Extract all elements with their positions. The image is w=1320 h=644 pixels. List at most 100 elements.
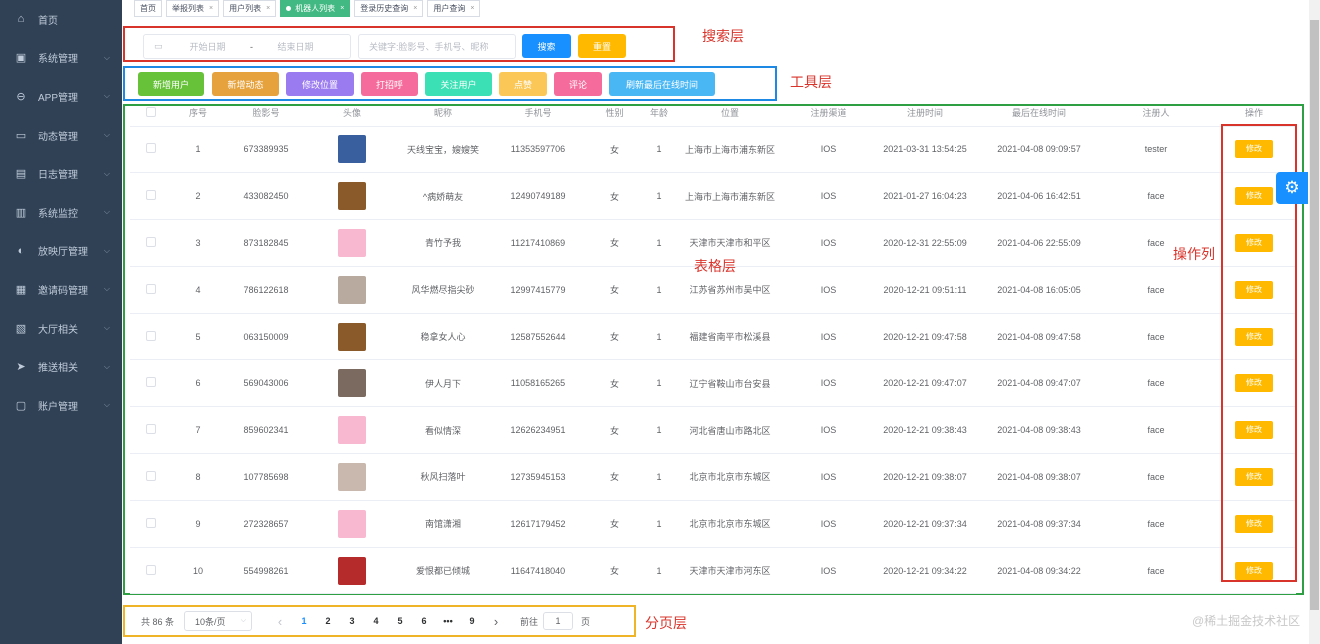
table-cell: 1	[643, 406, 675, 455]
edit-button[interactable]: 修改	[1235, 140, 1273, 159]
sidebar-item[interactable]: ➤ 推送相关 ⌵	[0, 347, 122, 386]
page-number[interactable]: •••	[443, 616, 453, 626]
close-icon[interactable]: ×	[470, 5, 475, 12]
sidebar-item[interactable]: ◐ 放映厅管理 ⌵	[0, 232, 122, 271]
edit-button[interactable]: 修改	[1235, 280, 1273, 299]
sidebar-item[interactable]: ▣ 系统管理 ⌵	[0, 39, 122, 78]
row-select	[130, 266, 172, 314]
edit-button[interactable]: 修改	[1235, 374, 1273, 393]
select-all-checkbox[interactable]	[146, 106, 156, 117]
edit-button[interactable]: 修改	[1235, 421, 1273, 440]
column-header: 性别	[586, 100, 643, 127]
column-header: 头像	[308, 100, 396, 127]
table-cell: 8	[172, 453, 224, 501]
keyword-input[interactable]: 关键字:脸影号、手机号、昵称	[358, 34, 516, 59]
settings-gear-button[interactable]: ⚙	[1276, 172, 1308, 204]
toolbar-button[interactable]: 打招呼	[361, 72, 418, 96]
home-icon: ⌂	[17, 13, 25, 26]
row-checkbox[interactable]	[146, 190, 156, 201]
goto-page-input[interactable]: 1	[543, 612, 574, 630]
edit-button[interactable]: 修改	[1235, 327, 1273, 346]
close-icon[interactable]: ×	[413, 5, 418, 12]
sidebar-item[interactable]: ⌂ 首页	[0, 0, 122, 39]
toolbar-button[interactable]: 新增动态	[212, 72, 279, 96]
edit-button[interactable]: 修改	[1235, 467, 1273, 486]
sidebar-item[interactable]: ▧ 大厅相关 ⌵	[0, 309, 122, 348]
close-icon[interactable]: ×	[266, 5, 271, 12]
total-count: 共 86 条	[141, 616, 175, 627]
page-number[interactable]: 9	[469, 616, 475, 626]
row-checkbox[interactable]	[146, 377, 156, 388]
page-number[interactable]: 3	[349, 616, 355, 626]
row-checkbox[interactable]	[146, 424, 156, 435]
reset-button[interactable]: 重置	[578, 34, 626, 58]
sidebar-item-label: 邀请码管理	[38, 285, 88, 297]
page-number[interactable]: 5	[397, 616, 403, 626]
avatar-cell	[308, 406, 396, 455]
table-cell: 10	[172, 547, 224, 595]
tab-tag[interactable]: 首页	[134, 0, 162, 17]
row-checkbox[interactable]	[146, 283, 156, 294]
prev-page-button[interactable]: ‹	[277, 613, 283, 629]
toolbar-button[interactable]: 评论	[554, 72, 602, 96]
tab-tag[interactable]: 登录历史查询 ×	[354, 0, 424, 17]
close-icon[interactable]: ×	[209, 5, 214, 12]
edit-button[interactable]: 修改	[1235, 514, 1273, 533]
sidebar-item[interactable]: ▥ 系统监控 ⌵	[0, 193, 122, 232]
row-checkbox[interactable]	[146, 236, 156, 247]
search-button[interactable]: 搜索	[522, 34, 571, 58]
toolbar-button[interactable]: 关注用户	[425, 72, 492, 96]
goto-label: 前往	[520, 616, 539, 627]
sidebar-item-label: 推送相关	[38, 363, 78, 375]
edit-button[interactable]: 修改	[1235, 233, 1273, 252]
table-row: 1 673389935 天线宝宝，嫂嫂笑 11353597706 女 1 上海市上海市浦东新…	[130, 126, 1296, 174]
toolbar-button[interactable]: 点赞	[499, 72, 547, 96]
page-number[interactable]: 1	[301, 616, 307, 626]
toolbar-button[interactable]: 刷新最后在线时间	[609, 72, 715, 96]
start-date-input[interactable]: 开始日期	[189, 42, 226, 52]
sidebar-item-label: 大厅相关	[38, 324, 78, 336]
sidebar-item-label: 放映厅管理	[38, 247, 88, 259]
scrollbar-thumb[interactable]	[1310, 20, 1319, 610]
page-number[interactable]: 6	[421, 616, 427, 626]
table-cell: 2021-04-08 09:09:57	[978, 126, 1100, 174]
row-checkbox[interactable]	[146, 143, 156, 154]
table-cell: 2021-01-27 16:04:23	[872, 172, 978, 221]
tab-tag[interactable]: 用户列表 ×	[223, 0, 277, 17]
table-cell: 2021-04-08 09:47:58	[978, 313, 1100, 361]
edit-button[interactable]: 修改	[1235, 187, 1273, 206]
close-icon[interactable]: ×	[340, 5, 345, 12]
table-row: 7 859602341 看似情深 12626234951 女 1 河北省唐山市路北区 IOS 2…	[130, 406, 1296, 455]
chevron-down-icon: ⌵	[103, 168, 110, 178]
row-checkbox[interactable]	[146, 564, 156, 575]
tab-tag[interactable]: 用户查询 ×	[427, 0, 481, 17]
sidebar-item[interactable]: ⊖ APP管理 ⌵	[0, 77, 122, 116]
tab-tag[interactable]: 举报列表 ×	[166, 0, 220, 17]
table-cell: 4	[172, 266, 224, 314]
toolbar-button[interactable]: 新增用户	[138, 72, 204, 96]
date-range-picker[interactable]: ▭ 开始日期 - 结束日期	[143, 34, 351, 59]
table-cell: 2020-12-21 09:34:22	[872, 547, 978, 595]
sidebar-item[interactable]: ▤ 日志管理 ⌵	[0, 154, 122, 193]
sidebar-item[interactable]: ▦ 邀请码管理 ⌵	[0, 270, 122, 309]
row-checkbox[interactable]	[146, 330, 156, 341]
page-number[interactable]: 4	[373, 616, 379, 626]
table-cell: 11058165265	[490, 359, 586, 408]
sidebar-item[interactable]: ▢ 账户管理 ⌵	[0, 386, 122, 425]
table-cell: 女	[586, 547, 643, 595]
end-date-input[interactable]: 结束日期	[277, 42, 314, 52]
page-number[interactable]: 2	[325, 616, 331, 626]
toolbar-button[interactable]: 修改位置	[286, 72, 354, 96]
sidebar-item[interactable]: ▭ 动态管理 ⌵	[0, 116, 122, 155]
select-all-header	[130, 100, 172, 127]
row-checkbox[interactable]	[146, 517, 156, 528]
row-select	[130, 126, 172, 174]
scrollbar[interactable]	[1309, 0, 1320, 644]
next-page-button[interactable]: ›	[493, 613, 499, 629]
row-checkbox[interactable]	[146, 470, 156, 481]
table-cell: 爱恨都已倾城	[396, 547, 490, 595]
edit-button[interactable]: 修改	[1235, 561, 1273, 580]
page-size-select[interactable]: 10条/页 ⌵	[184, 611, 253, 631]
tab-tag[interactable]: 机器人列表 ×	[280, 0, 351, 17]
table-cell: 1	[643, 266, 675, 314]
